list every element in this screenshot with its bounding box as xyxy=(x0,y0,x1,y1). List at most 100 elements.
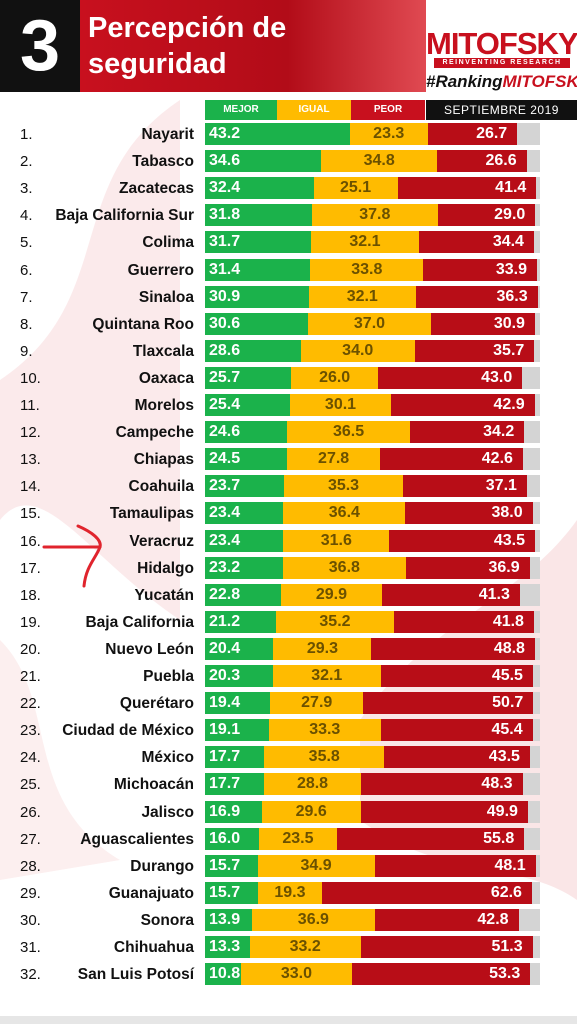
value-label-mejor: 30.6 xyxy=(209,314,241,332)
chart-row: 18. Yucatán 22.8 29.9 41.3 xyxy=(0,582,577,609)
bar-igual xyxy=(291,366,379,389)
value-label-peor: 41.8 xyxy=(492,612,524,630)
value-label-igual: 23.3 xyxy=(373,125,405,142)
value-label-igual: 33.2 xyxy=(289,938,321,955)
bar-peor xyxy=(374,854,536,877)
rank-label: 6. xyxy=(20,261,33,279)
state-label: Chiapas xyxy=(133,451,194,469)
bar-igual xyxy=(300,339,415,362)
value-label-peor: 36.3 xyxy=(496,287,528,305)
chart-row: 26. Jalisco 16.9 29.6 49.9 xyxy=(0,799,577,826)
bar-igual xyxy=(264,773,361,796)
value-label-peor: 50.7 xyxy=(492,694,524,712)
value-label-peor: 26.6 xyxy=(485,152,517,170)
value-label-peor: 45.4 xyxy=(491,721,523,739)
hashtag-brand: MITOFSKY xyxy=(502,72,577,91)
bar-mejor xyxy=(205,881,258,904)
value-label-peor: 43.5 xyxy=(493,531,525,549)
value-label-peor: 34.4 xyxy=(492,233,524,251)
value-label-mejor: 24.5 xyxy=(209,450,241,468)
bar-igual xyxy=(287,421,410,444)
chart-row: 5. Colima 31.7 32.1 34.4 xyxy=(0,229,577,256)
legend-mejor: MEJOR xyxy=(205,100,277,120)
bar-mejor xyxy=(205,421,288,444)
rank-label: 3. xyxy=(20,180,33,198)
bar-peor xyxy=(409,421,525,444)
value-label-peor: 35.7 xyxy=(493,341,525,359)
bar-peor xyxy=(360,936,533,958)
rank-label: 25. xyxy=(20,776,41,794)
value-label-igual: 33.0 xyxy=(280,965,313,983)
state-label: Sonora xyxy=(140,911,194,929)
bar-igual xyxy=(310,258,424,281)
rank-label: 12. xyxy=(20,424,41,442)
value-label-igual: 35.8 xyxy=(308,748,340,766)
value-label-mejor: 28.6 xyxy=(209,341,241,359)
value-label-peor: 48.3 xyxy=(481,775,513,793)
legend-igual: IGUAL xyxy=(277,100,351,120)
state-label: Campeche xyxy=(115,424,194,442)
value-label-peor: 41.3 xyxy=(478,585,510,603)
bar-mejor xyxy=(205,665,273,687)
chart-row: 11. Morelos 25.4 30.1 42.9 xyxy=(0,392,577,419)
value-label-mejor: 19.1 xyxy=(209,721,241,739)
state-label: Ciudad de México xyxy=(62,722,194,740)
value-label-mejor: 20.3 xyxy=(209,667,241,684)
bar-mejor xyxy=(205,475,285,498)
state-label: Tabasco xyxy=(132,153,194,171)
bar-peor xyxy=(416,285,538,308)
value-label-mejor: 31.7 xyxy=(209,233,241,251)
bar-peor xyxy=(393,610,534,633)
bar-mejor xyxy=(205,529,284,552)
bar-igual xyxy=(311,204,439,227)
rank-label: 31. xyxy=(20,939,41,956)
bar-peor xyxy=(363,692,534,715)
bar-mejor xyxy=(205,637,274,660)
value-label-igual: 19.3 xyxy=(274,883,306,901)
state-label: San Luis Potosí xyxy=(77,966,194,984)
chart-row: 17. Hidalgo 23.2 36.8 36.9 xyxy=(0,555,577,582)
value-label-mejor: 13.3 xyxy=(209,938,241,955)
value-label-igual: 36.5 xyxy=(332,423,365,441)
legend-peor: PEOR xyxy=(351,100,425,120)
state-label: Guanajuato xyxy=(108,884,194,902)
header: 3 Percepción de seguridad MITOFSKY REINV… xyxy=(0,0,577,100)
value-label-igual: 27.8 xyxy=(318,450,350,468)
state-label: Puebla xyxy=(143,668,194,685)
rank-label: 20. xyxy=(20,640,41,658)
value-label-igual: 29.3 xyxy=(306,639,338,657)
chart-row: 7. Sinaloa 30.9 32.1 36.3 xyxy=(0,284,577,311)
bar-peor xyxy=(380,448,523,471)
bar-peor xyxy=(397,177,537,200)
value-label-igual: 34.8 xyxy=(363,152,395,170)
chart-row: 3. Zacatecas 32.4 25.1 41.4 xyxy=(0,175,577,202)
bar-mejor xyxy=(205,719,269,742)
value-label-peor: 62.6 xyxy=(490,883,522,901)
value-label-peor: 42.6 xyxy=(481,450,513,468)
rank-label: 16. xyxy=(20,532,41,550)
bar-peor xyxy=(384,746,530,769)
rank-label: 8. xyxy=(20,315,33,333)
rank-label: 18. xyxy=(20,586,41,604)
value-label-igual: 30.1 xyxy=(324,396,357,413)
bar-peor xyxy=(402,475,527,498)
bar-igual xyxy=(276,610,394,633)
bar-igual xyxy=(308,285,417,308)
bar-peor xyxy=(360,800,528,823)
bar-peor xyxy=(438,204,536,227)
chart-row: 10. Oaxaca 25.7 26.0 43.0 xyxy=(0,365,577,392)
state-label: Aguascalientes xyxy=(80,830,194,848)
value-label-peor: 36.9 xyxy=(488,558,520,576)
chart-row: 32. San Luis Potosí 10.8 33.0 53.3 xyxy=(0,961,577,988)
value-label-mejor: 20.4 xyxy=(209,639,241,657)
chart-row: 24. México 17.7 35.8 43.5 xyxy=(0,744,577,771)
bar-peor xyxy=(378,366,523,389)
value-label-peor: 43.5 xyxy=(488,748,520,766)
rank-label: 1. xyxy=(20,126,33,143)
value-label-igual: 33.3 xyxy=(309,721,341,739)
bar-igual xyxy=(287,448,381,471)
bar-mejor xyxy=(205,394,291,416)
chart-row: 22. Querétaro 19.4 27.9 50.7 xyxy=(0,690,577,717)
value-label-mejor: 25.4 xyxy=(209,396,241,413)
state-label: Tlaxcala xyxy=(132,342,194,360)
